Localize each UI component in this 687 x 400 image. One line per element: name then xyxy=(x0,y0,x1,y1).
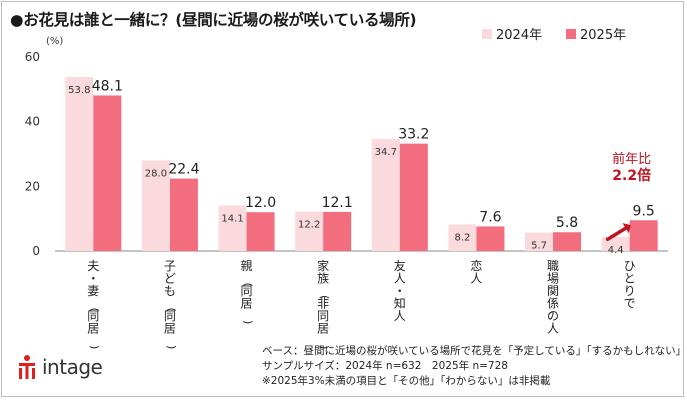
data-label-2024: 8.2 xyxy=(454,232,470,243)
data-label-2024: 53.8 xyxy=(68,85,90,96)
bar-2025 xyxy=(399,143,428,251)
note-base: ベース：昼間に近場の桜が咲いている場所で花見を「予定している」「するかもしれない… xyxy=(262,345,687,357)
x-tick-label: ひとりで xyxy=(624,259,636,311)
bar-2025 xyxy=(629,220,658,251)
data-label-2024: 14.1 xyxy=(221,213,243,224)
data-label-2025: 33.2 xyxy=(398,127,429,143)
note-exclusion: ※2025年3%未満の項目と「その他」「わからない」は非掲載 xyxy=(262,375,551,387)
legend-label-1: 2025年 xyxy=(580,28,626,43)
x-tick-label: 家族(非同居) xyxy=(317,258,331,349)
chart-title: ●お花見は誰と一緒に？(昼間に近場の桜が咲いている場所) xyxy=(10,11,417,29)
data-label-2025: 7.6 xyxy=(479,209,501,225)
x-tick-label: 職場関係の人 xyxy=(547,259,559,336)
legend-label-0: 2024年 xyxy=(496,28,542,43)
annotation-arrow-head xyxy=(622,223,631,234)
annotation-line1: 前年比 xyxy=(612,151,651,167)
data-label-2025: 12.0 xyxy=(245,195,276,211)
data-label-2024: 28.0 xyxy=(145,168,167,179)
y-tick-label: 20 xyxy=(25,179,40,193)
data-label-2024: 4.4 xyxy=(608,245,624,256)
annotation-line2: 2.2倍 xyxy=(612,167,651,184)
data-label-2024: 34.7 xyxy=(375,147,397,158)
bar-2024 xyxy=(448,224,477,251)
bar-2024 xyxy=(218,205,247,251)
bar-2025 xyxy=(169,178,198,251)
data-label-2025: 48.1 xyxy=(92,78,123,94)
x-tick-label: 夫・妻(同居) xyxy=(87,259,101,349)
annotation-arrow-line xyxy=(605,226,628,242)
data-label-2024: 12.2 xyxy=(298,220,320,231)
intage-logo-icon xyxy=(19,355,35,379)
y-tick-label: 0 xyxy=(32,244,40,258)
data-label-2025: 5.8 xyxy=(556,215,578,231)
x-tick-label: 子ども(同居) xyxy=(164,259,178,349)
bar-2025 xyxy=(323,211,352,251)
data-label-2025: 12.1 xyxy=(322,195,353,211)
bar-2024 xyxy=(65,77,94,252)
note-sample-size: サンプルサイズ：2024年 n=632 2025年 n=728 xyxy=(262,360,508,372)
bar-2025 xyxy=(476,226,505,251)
bar-2025 xyxy=(246,212,275,251)
intage-logo-text: intage xyxy=(42,355,103,379)
bar-2025 xyxy=(553,232,582,251)
chart-notes: ベース：昼間に近場の桜が咲いている場所で花見を「予定している」「するかもしれない… xyxy=(262,344,687,389)
x-tick-label: 友人・知人 xyxy=(394,259,406,323)
bar-2024 xyxy=(525,232,554,251)
data-label-2025: 9.5 xyxy=(633,203,655,219)
y-tick-label: 40 xyxy=(25,115,40,129)
intage-logo: intage xyxy=(16,354,103,380)
bar-2025 xyxy=(93,95,122,251)
legend-swatch-1 xyxy=(566,29,576,39)
bar-2024 xyxy=(141,160,170,251)
bar-2024 xyxy=(295,211,324,251)
x-tick-label: 恋人 xyxy=(470,258,482,286)
bar-2024 xyxy=(371,138,400,251)
data-label-2024: 5.7 xyxy=(531,241,547,252)
y-axis-unit: (%) xyxy=(46,36,63,47)
data-label-2025: 22.4 xyxy=(168,162,199,178)
legend-swatch-0 xyxy=(482,29,492,39)
y-tick-label: 60 xyxy=(25,50,40,64)
x-tick-label: 親(同居) xyxy=(241,259,255,324)
